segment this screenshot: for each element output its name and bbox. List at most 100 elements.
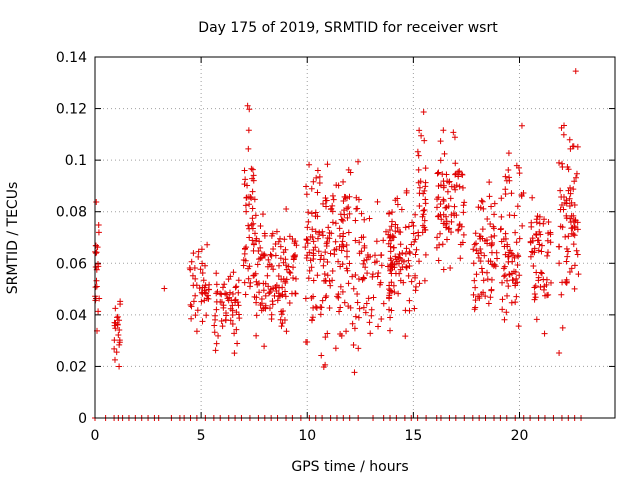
data-point [304,224,311,231]
data-point [344,195,351,202]
data-point [92,264,99,271]
data-point [275,238,282,245]
data-point [415,152,422,159]
data-point [352,217,359,224]
data-point [268,316,275,323]
data-point [547,279,554,286]
data-point [92,250,99,257]
data-point [387,267,394,274]
data-point [332,345,339,352]
data-point [480,277,487,284]
data-point [242,291,249,298]
data-point [471,241,478,248]
data-point [504,292,511,299]
data-point [434,170,441,177]
data-point [458,171,465,178]
data-point [435,169,442,176]
data-point [93,198,100,205]
data-point [460,209,467,216]
data-point [283,205,290,212]
data-point [360,275,367,282]
data-point [111,345,118,352]
data-point [257,223,264,230]
data-point [547,231,554,238]
data-point [242,245,249,252]
data-point [451,212,458,219]
data-point [399,249,406,256]
data-point [531,291,538,298]
data-point [213,306,220,313]
data-point [529,235,536,242]
data-point [570,241,577,248]
data-point [235,289,242,296]
data-point [440,127,447,134]
data-point [392,197,399,204]
data-point [387,248,394,255]
data-point [472,304,479,311]
data-point [356,305,363,312]
data-point [421,137,428,144]
data-point [336,308,343,315]
data-point [363,300,370,307]
data-point [448,229,455,236]
data-point [229,307,236,314]
data-point [502,230,509,237]
data-point [437,211,444,218]
data-point [487,294,494,301]
data-point [330,196,337,203]
data-point [513,239,520,246]
data-point [536,220,543,227]
data-point [560,131,567,138]
data-point [568,230,575,237]
data-point [347,304,354,311]
data-point [505,249,512,256]
data-point [513,293,520,300]
data-point [283,266,290,273]
data-point [434,234,441,241]
data-point [494,255,501,262]
data-point [419,222,426,229]
data-point [479,198,486,205]
data-point [303,255,310,262]
y-tick-label: 0.14 [56,50,87,66]
data-point [386,227,393,234]
data-point [506,271,513,278]
data-point [408,278,415,285]
data-point [403,187,410,194]
data-point [221,281,228,288]
data-point [396,251,403,258]
data-point [252,212,259,219]
data-point [314,272,321,279]
data-point [563,212,570,219]
data-point [314,189,321,196]
data-point [228,297,235,304]
data-point [236,315,243,322]
data-point [380,237,387,244]
data-point [415,179,422,186]
data-point [370,294,377,301]
data-point [369,271,376,278]
data-point [575,271,582,278]
data-point [286,233,293,240]
data-point [387,287,394,294]
data-point [516,170,523,177]
data-point [326,229,333,236]
data-point [318,304,325,311]
data-point [222,290,229,297]
data-point [574,251,581,258]
data-point [204,241,211,248]
data-point [340,230,347,237]
data-point [321,277,328,284]
data-point [198,298,205,305]
data-point [199,260,206,267]
data-point [329,192,336,199]
y-tick-label: 0.08 [56,205,87,221]
data-point [246,201,253,208]
data-point [528,248,535,255]
data-point [397,241,404,248]
data-point [291,253,298,260]
data-point [378,262,385,269]
data-point [402,250,409,257]
data-point [561,122,568,129]
